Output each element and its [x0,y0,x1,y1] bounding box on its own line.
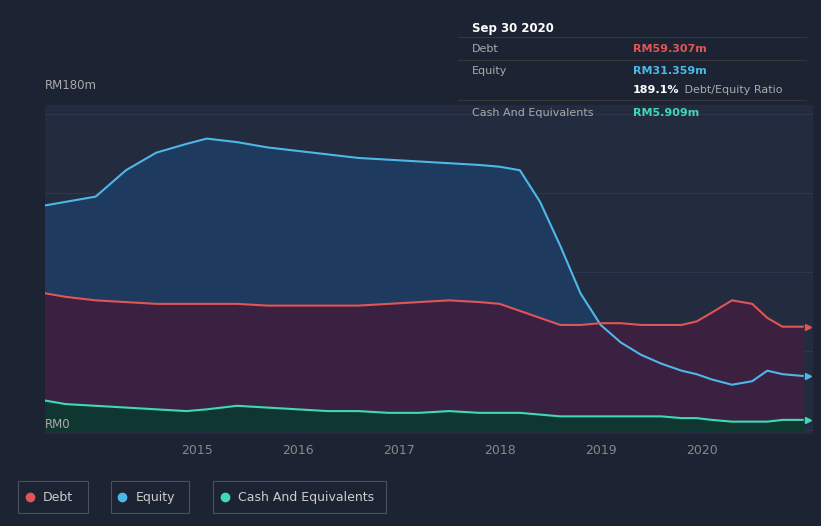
Text: RM31.359m: RM31.359m [633,66,706,76]
Text: Debt/Equity Ratio: Debt/Equity Ratio [681,85,783,95]
Text: 2019: 2019 [585,444,617,458]
Text: RM180m: RM180m [45,79,97,92]
Text: 2017: 2017 [383,444,415,458]
Text: Sep 30 2020: Sep 30 2020 [472,22,554,35]
Text: 2015: 2015 [181,444,213,458]
Text: Equity: Equity [472,66,507,76]
Text: 2016: 2016 [282,444,314,458]
Text: 189.1%: 189.1% [633,85,679,95]
Text: RM59.307m: RM59.307m [633,44,706,54]
Text: Debt: Debt [472,44,499,54]
Text: 2020: 2020 [686,444,718,458]
Text: RM0: RM0 [45,418,71,431]
Text: Cash And Equivalents: Cash And Equivalents [238,491,374,503]
Text: Debt: Debt [43,491,73,503]
Text: Equity: Equity [135,491,175,503]
Text: 2018: 2018 [484,444,516,458]
Text: RM5.909m: RM5.909m [633,108,699,118]
Text: Cash And Equivalents: Cash And Equivalents [472,108,594,118]
